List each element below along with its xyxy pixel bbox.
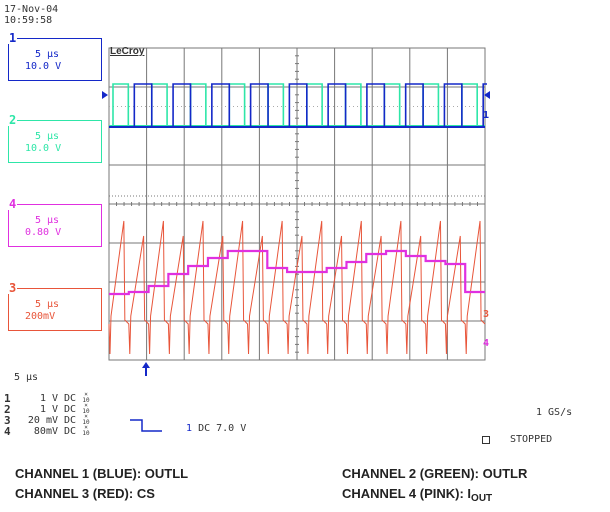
channel-1-number: 1	[8, 31, 18, 45]
row-coupling: DC	[64, 425, 77, 437]
time-text: 10:59:58	[4, 15, 53, 26]
row-volts: 80mV	[33, 425, 58, 437]
channel-1-timebase: 5 µs	[35, 49, 60, 60]
lecroy-logo: LeCroy	[110, 46, 145, 57]
timebase-label: 5 µs	[14, 372, 39, 383]
channel-3-timebase: 5 µs	[35, 299, 60, 310]
channel-3-number: 3	[8, 281, 18, 295]
row-coupling: DC	[64, 392, 77, 404]
channel-1-trace	[133, 83, 487, 126]
trigger-level: DC 7.0 V	[198, 423, 247, 434]
channel-2-box[interactable]: 2 5 µs 10.0 V	[8, 114, 102, 163]
acquisition-status: STOPPED	[510, 434, 553, 445]
trigger-setting[interactable]: 1 DC 7.0 V	[186, 423, 246, 434]
row-channel-number: 1	[4, 391, 11, 405]
channel-4-trace	[109, 249, 485, 296]
channel-2-scale: 10.0 V	[25, 143, 62, 154]
legend-ch1: CHANNEL 1 (BLUE): OUTLL	[15, 466, 189, 481]
trace-marker-1[interactable]: 1	[483, 110, 490, 121]
row-volts: 1 V	[39, 403, 58, 415]
channel-table-row: 3 20 mV DC × 10	[4, 414, 90, 426]
row-coupling: DC	[64, 414, 77, 426]
channel-2-trace	[112, 83, 478, 126]
trace-marker-4[interactable]: 4	[483, 338, 490, 349]
trigger-level-arrow[interactable]	[484, 91, 490, 99]
row-channel-number: 3	[4, 413, 11, 427]
channel-table-row: 4 80mV DC × 10	[4, 425, 90, 437]
legend-ch2: CHANNEL 2 (GREEN): OUTLR	[342, 466, 528, 481]
channel-4-number: 4	[8, 197, 18, 211]
row-channel-number: 4	[4, 424, 11, 438]
date-text: 17-Nov-04	[4, 4, 59, 15]
bandwidth-limit-icon: × 10	[82, 402, 90, 415]
channel-2-number: 2	[8, 113, 18, 127]
row-volts: 20 mV	[27, 414, 58, 426]
status-checkbox-icon	[482, 436, 490, 444]
channel-4-scale: 0.80 V	[25, 227, 62, 238]
legend-ch4-subscript: OUT	[471, 493, 493, 504]
sample-rate: 1 GS/s	[536, 407, 573, 418]
timestamp: 17-Nov-04 10:59:58	[4, 4, 58, 26]
row-coupling: DC	[64, 403, 77, 415]
channel-4-box[interactable]: 4 5 µs 0.80 V	[8, 198, 102, 247]
channel-4-timebase: 5 µs	[35, 215, 60, 226]
scope-screen[interactable]: LeCroy	[107, 46, 487, 362]
channel-1-ground-arrow[interactable]	[102, 91, 108, 99]
channel-table-row: 1 1 V DC × 10	[4, 392, 90, 404]
trigger-edge-icon	[130, 419, 162, 432]
trigger-channel: 1	[186, 423, 193, 434]
bandwidth-limit-icon: × 10	[82, 413, 90, 426]
bandwidth-limit-icon: × 10	[82, 424, 90, 437]
bandwidth-limit-icon: × 10	[82, 391, 90, 404]
legend-ch4: CHANNEL 4 (PINK): IOUT	[342, 486, 492, 504]
trigger-position-arrow[interactable]	[145, 364, 147, 376]
trace-marker-3[interactable]: 3	[483, 309, 490, 320]
row-channel-number: 2	[4, 402, 11, 416]
channel-3-scale: 200mV	[25, 311, 56, 322]
channel-1-scale: 10.0 V	[25, 61, 62, 72]
channel-2-timebase: 5 µs	[35, 131, 60, 142]
channel-1-box[interactable]: 1 5 µs 10.0 V	[8, 32, 102, 81]
legend-ch3: CHANNEL 3 (RED): CS	[15, 486, 155, 501]
legend-ch4-text: CHANNEL 4 (PINK): I	[342, 486, 472, 501]
channel-3-trace	[108, 220, 486, 355]
waveforms	[108, 83, 487, 355]
trigger-position-arrowhead	[142, 362, 150, 368]
channel-3-box[interactable]: 3 5 µs 200mV	[8, 282, 102, 331]
channel-table-row: 2 1 V DC × 10	[4, 403, 90, 415]
row-volts: 1 V	[39, 392, 58, 404]
graticule	[108, 47, 486, 361]
